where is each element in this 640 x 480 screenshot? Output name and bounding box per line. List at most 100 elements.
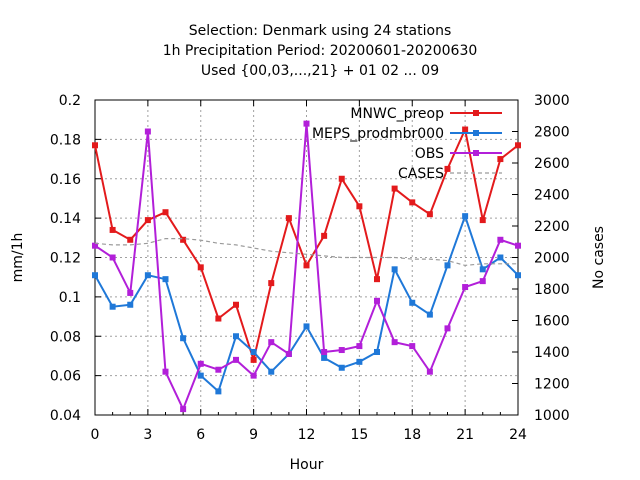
data-point <box>197 360 204 367</box>
axis-ticks: 0 3 6 9 12 15 18 21 24 0.04 0.06 0.08 0.1 0.12 0.14 0.1… <box>50 93 570 443</box>
data-point <box>444 325 451 332</box>
y-tick-label: 0.16 <box>50 172 81 188</box>
series-OBS <box>92 120 521 413</box>
x-tick-label: 0 <box>91 427 100 443</box>
data-point <box>356 203 363 210</box>
x-axis-label: Hour <box>290 457 324 473</box>
legend-marker <box>473 150 479 156</box>
series-MEPS_prodmbr000 <box>92 213 521 395</box>
x-tick-label: 15 <box>350 427 368 443</box>
data-point <box>250 372 257 379</box>
data-point <box>233 301 239 308</box>
data-point <box>479 217 486 224</box>
data-point <box>109 226 116 233</box>
data-point <box>409 199 416 206</box>
x-tick-label: 6 <box>196 427 205 443</box>
y-tick-label: 0.18 <box>50 132 81 148</box>
data-point <box>497 156 504 163</box>
y2-tick-label: 1600 <box>534 314 570 330</box>
y-tick-label: 0.04 <box>50 408 81 424</box>
data-point <box>409 343 416 350</box>
y-axis-label: mm/1h <box>10 233 26 283</box>
data-point <box>233 333 239 340</box>
y2-tick-label: 2200 <box>534 219 570 235</box>
data-point <box>162 368 169 375</box>
data-point <box>497 254 504 261</box>
data-point <box>479 278 486 285</box>
data-point <box>180 406 187 413</box>
data-point <box>162 276 169 283</box>
data-point <box>109 303 116 310</box>
data-point <box>285 350 292 357</box>
y-tick-label: 0.1 <box>59 290 81 306</box>
data-point <box>338 175 345 182</box>
data-point <box>180 335 187 342</box>
data-point <box>462 126 469 133</box>
chart-title: Selection: Denmark using 24 stations 1h P… <box>163 23 478 79</box>
y2-tick-label: 2400 <box>534 188 570 204</box>
data-point <box>215 388 222 395</box>
legend-label: OBS <box>415 146 444 162</box>
data-point <box>426 211 433 218</box>
data-point <box>144 272 151 279</box>
y2-tick-label: 3000 <box>534 93 570 109</box>
data-point <box>444 165 451 172</box>
grid <box>94 99 519 416</box>
y2-tick-label: 1800 <box>534 282 570 298</box>
data-point <box>462 284 469 291</box>
y2-tick-label: 2000 <box>534 251 570 267</box>
data-point <box>338 347 345 354</box>
legend-label: MNWC_preop <box>350 106 444 122</box>
data-point <box>303 120 310 127</box>
data-point <box>444 262 451 269</box>
y-tick-label: 0.06 <box>50 369 81 385</box>
data-point <box>321 354 328 361</box>
title-line-1: Selection: Denmark using 24 stations <box>189 23 452 39</box>
data-point <box>180 236 187 243</box>
y2-tick-label: 1400 <box>534 345 570 361</box>
data-point <box>233 356 239 363</box>
x-tick-label: 24 <box>509 427 527 443</box>
data-point <box>321 349 328 355</box>
data-point <box>391 339 398 346</box>
data-point <box>144 217 151 224</box>
legend: MNWC_preop MEPS_prodmbr000 OBS CASES <box>312 106 502 182</box>
title-line-3: Used {00,03,...,21} + 01 02 ... 09 <box>201 63 439 79</box>
legend-marker <box>473 130 479 136</box>
data-point <box>356 343 363 350</box>
data-point <box>515 242 521 249</box>
y2-tick-label: 2600 <box>534 156 570 172</box>
data-point <box>303 323 310 330</box>
data-point <box>250 349 257 355</box>
y2-tick-label: 2800 <box>534 125 570 141</box>
y-tick-label: 0.12 <box>50 251 81 267</box>
series-MNWC_preop <box>92 126 521 364</box>
x-tick-label: 18 <box>403 427 421 443</box>
data-point <box>515 142 521 149</box>
data-point <box>409 299 416 306</box>
data-point <box>391 266 398 273</box>
data-point <box>303 262 310 269</box>
data-point <box>374 349 380 355</box>
data-point <box>497 236 504 243</box>
data-point <box>374 276 380 283</box>
data-point <box>338 364 345 371</box>
y-tick-label: 0.2 <box>59 93 81 109</box>
data-point <box>215 366 222 373</box>
series-group <box>92 120 521 413</box>
legend-label: MEPS_prodmbr000 <box>312 126 444 142</box>
data-point <box>268 339 275 346</box>
data-point <box>162 209 169 216</box>
data-point <box>127 301 134 308</box>
data-point <box>426 311 433 318</box>
data-point <box>92 272 98 279</box>
data-point <box>109 254 116 261</box>
data-point <box>462 213 469 220</box>
y-tick-label: 0.08 <box>50 329 81 345</box>
data-point <box>479 266 486 273</box>
data-point <box>127 289 134 296</box>
data-point <box>92 142 98 149</box>
data-point <box>356 358 363 365</box>
legend-marker <box>473 110 479 116</box>
